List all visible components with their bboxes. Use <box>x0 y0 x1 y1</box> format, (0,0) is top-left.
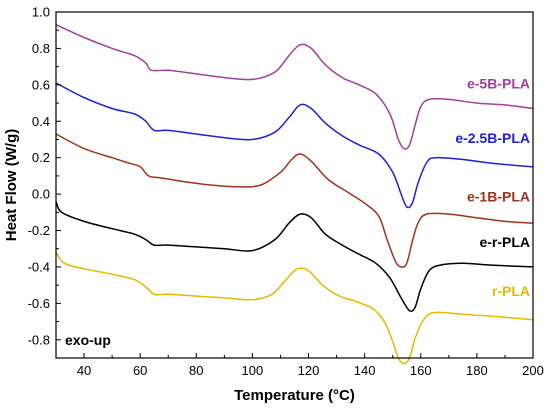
exo-up-annotation: exo-up <box>65 332 111 348</box>
series-line-e-1B-PLA <box>55 133 534 268</box>
x-tick-label: 200 <box>522 363 544 378</box>
x-tick-label: 140 <box>354 363 376 378</box>
series-line-e-5B-PLA <box>55 24 534 150</box>
y-tick-label: -0.8 <box>28 332 50 347</box>
plot-frame <box>55 11 534 359</box>
axis-ticks: 40 60 80 100 120 140 160 180 200 1.0 0.8 0.6 0.4 0.2 0… <box>28 5 544 379</box>
y-tick-label: -0.2 <box>28 223 50 238</box>
x-tick-label: 100 <box>242 363 264 378</box>
y-tick-label: 1.0 <box>32 5 50 20</box>
series-label-r-PLA: r-PLA <box>492 283 530 299</box>
y-tick-label: 0.6 <box>32 77 50 92</box>
x-tick-label: 120 <box>298 363 320 378</box>
series-label-e-1B-PLA: e-1B-PLA <box>467 188 530 204</box>
x-axis-title: Temperature (°C) <box>234 387 355 404</box>
y-axis-title: Heat Flow (W/g) <box>3 129 20 242</box>
series-line-e-r-PLA <box>55 201 534 313</box>
y-tick-label: 0.8 <box>32 41 50 56</box>
y-tick-label: -0.6 <box>28 296 50 311</box>
series-line-e-2.5B-PLA <box>55 82 534 209</box>
plot-area: e-5B-PLA e-2.5B-PLA e-1B-PLA e-r-PLA r-PLA <box>55 24 534 365</box>
x-tick-label: 160 <box>410 363 432 378</box>
y-tick-label: 0.0 <box>32 187 50 202</box>
x-tick-label: 180 <box>466 363 488 378</box>
series-label-e-5B-PLA: e-5B-PLA <box>467 75 530 91</box>
y-tick-label: -0.4 <box>28 259 50 274</box>
series-line-r-PLA <box>55 251 534 365</box>
y-tick-label: 0.4 <box>32 114 50 129</box>
series-label-e-r-PLA: e-r-PLA <box>479 234 530 250</box>
y-tick-label: 0.2 <box>32 150 50 165</box>
series-label-e-2.5B-PLA: e-2.5B-PLA <box>455 130 530 146</box>
x-tick-label: 80 <box>189 363 203 378</box>
x-tick-label: 60 <box>133 363 147 378</box>
x-tick-label: 40 <box>77 363 91 378</box>
